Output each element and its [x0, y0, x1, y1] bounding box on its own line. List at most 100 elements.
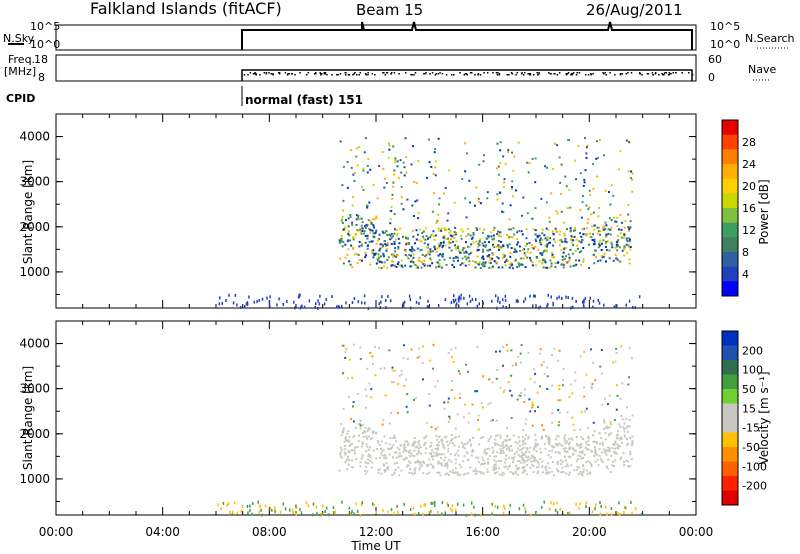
scatter-cell — [435, 438, 438, 441]
scatter-cell — [601, 403, 604, 406]
nave-point — [661, 73, 663, 75]
scatter-cell — [476, 345, 479, 348]
scatter-cell — [559, 399, 562, 402]
scatter-cell — [447, 228, 450, 231]
nsky-tick-top: 10^5 — [30, 20, 60, 33]
scatter-cell — [510, 247, 513, 250]
scatter-cell — [392, 443, 395, 446]
scatter-cell — [532, 304, 534, 308]
scatter-cell — [451, 438, 454, 441]
scatter-cell — [571, 241, 574, 244]
scatter-cell — [259, 504, 261, 508]
scatter-cell — [534, 445, 537, 448]
scatter-cell — [622, 247, 625, 250]
scatter-cell — [465, 513, 468, 517]
scatter-cell — [388, 142, 391, 145]
scatter-cell — [602, 427, 605, 430]
scatter-cell — [396, 160, 399, 163]
scatter-cell — [608, 450, 611, 453]
scatter-cell — [360, 445, 363, 448]
scatter-cell — [393, 169, 396, 172]
scatter-cell — [400, 185, 403, 188]
scatter-cell — [534, 229, 537, 232]
scatter-cell — [601, 451, 604, 454]
scatter-cell — [563, 449, 566, 452]
scatter-cell — [477, 457, 480, 460]
scatter-cell — [511, 151, 514, 154]
colorbar-tick-label: 50 — [742, 383, 756, 396]
scatter-cell — [422, 460, 425, 463]
scatter-cell — [364, 472, 367, 475]
scatter-cell — [438, 471, 441, 474]
scatter-cell — [622, 236, 625, 239]
nave-point — [425, 72, 427, 74]
scatter-cell — [503, 181, 506, 184]
scatter-cell — [339, 455, 342, 458]
scatter-cell — [462, 416, 465, 419]
scatter-cell — [543, 249, 546, 252]
scatter-cell — [585, 152, 588, 155]
scatter-cell — [578, 451, 581, 454]
scatter-cell — [508, 448, 511, 451]
scatter-cell — [617, 228, 620, 231]
scatter-cell — [367, 219, 370, 222]
scatter-cell — [628, 228, 631, 231]
scatter-cell — [464, 142, 467, 145]
scatter-cell — [453, 300, 455, 304]
nave-point — [352, 74, 354, 76]
scatter-cell — [606, 403, 609, 406]
nave-point — [572, 72, 575, 74]
scatter-cell — [560, 193, 563, 196]
scatter-cell — [344, 226, 347, 229]
scatter-cell — [491, 419, 494, 422]
scatter-cell — [473, 505, 475, 509]
scatter-cell — [525, 464, 528, 467]
scatter-cell — [617, 168, 620, 171]
scatter-cell — [504, 264, 507, 267]
scatter-cell — [372, 432, 375, 435]
scatter-cell — [499, 246, 502, 249]
scatter-cell — [552, 233, 555, 236]
scatter-cell — [361, 456, 364, 459]
scatter-cell — [535, 264, 538, 267]
nave-point — [570, 73, 573, 75]
scatter-cell — [412, 262, 415, 265]
scatter-cell — [368, 201, 371, 204]
scatter-cell — [417, 347, 420, 350]
scatter-cell — [525, 450, 528, 453]
scatter-cell — [486, 197, 489, 200]
scatter-cell — [593, 253, 596, 256]
colorbar-tick-label: 8 — [742, 246, 749, 259]
scatter-cell — [548, 467, 551, 470]
scatter-cell — [365, 443, 368, 446]
scatter-cell — [596, 232, 599, 235]
scatter-cell — [404, 446, 407, 449]
nave-point — [278, 73, 281, 75]
scatter-cell — [539, 352, 542, 355]
scatter-cell — [629, 465, 632, 468]
nave-point — [364, 73, 367, 75]
scatter-cell — [364, 406, 367, 409]
scatter-cell — [477, 200, 480, 203]
scatter-cell — [520, 454, 523, 457]
scatter-cell — [403, 449, 406, 452]
scatter-cell — [402, 344, 405, 347]
scatter-cell — [544, 237, 547, 240]
scatter-cell — [592, 187, 595, 190]
freq-tick-bottom: 8 — [38, 71, 45, 84]
scatter-cell — [417, 211, 420, 214]
scatter-cell — [411, 247, 414, 250]
scatter-cell — [364, 301, 366, 305]
scatter-cell — [358, 241, 361, 244]
scatter-cell — [584, 296, 587, 300]
scatter-cell — [464, 197, 467, 200]
scatter-cell — [576, 247, 579, 250]
scatter-cell — [436, 261, 439, 264]
date-label: 26/Aug/2011 — [586, 1, 683, 19]
scatter-cell — [585, 461, 588, 464]
scatter-cell — [453, 397, 456, 400]
scatter-cell — [443, 401, 446, 404]
scatter-cell — [390, 237, 393, 240]
scatter-cell — [581, 201, 584, 204]
scatter-cell — [602, 239, 605, 242]
